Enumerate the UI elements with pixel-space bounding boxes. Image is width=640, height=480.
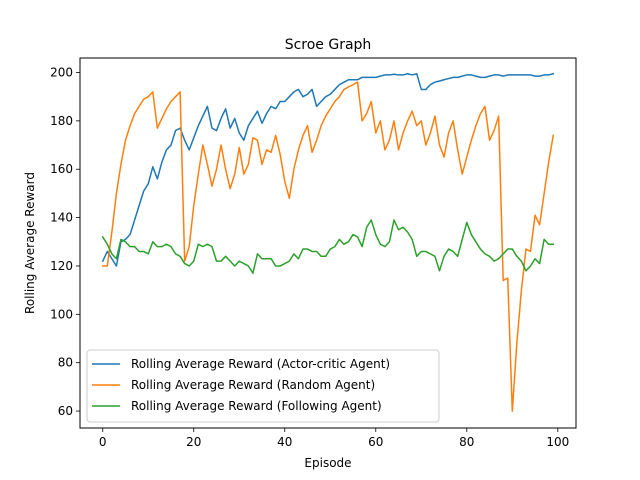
y-tick-label: 100 — [50, 307, 73, 321]
y-tick-label: 120 — [50, 259, 73, 273]
y-tick-label: 200 — [50, 66, 73, 80]
x-tick-label: 100 — [546, 435, 569, 449]
legend-box — [86, 349, 440, 423]
y-tick-label: 180 — [50, 114, 73, 128]
x-tick-label: 40 — [277, 435, 292, 449]
series-line-1 — [102, 81, 555, 412]
x-tick-label: 20 — [186, 435, 201, 449]
x-axis-label: Episode — [304, 456, 351, 470]
legend: Rolling Average Reward (Actor-critic Age… — [86, 349, 440, 423]
y-axis-label: Rolling Average Reward — [23, 172, 37, 314]
legend-entry-1: Rolling Average Reward (Random Agent) — [131, 378, 375, 392]
x-axis: 0 20 40 60 80 100 — [99, 428, 569, 449]
series-layer — [101, 72, 555, 412]
x-tick-label: 80 — [459, 435, 474, 449]
series-line-0 — [101, 72, 555, 267]
y-tick-label: 80 — [58, 356, 73, 370]
x-tick-label: 60 — [368, 435, 383, 449]
y-axis: 60 80 100 120 140 160 180 200 — [50, 66, 80, 418]
y-tick-label: 160 — [50, 162, 73, 176]
x-tick-label: 0 — [99, 435, 107, 449]
legend-entry-0: Rolling Average Reward (Actor-critic Age… — [131, 357, 390, 371]
series-line-2 — [101, 219, 554, 274]
legend-entry-2: Rolling Average Reward (Following Agent) — [131, 399, 382, 413]
plot-frame — [79, 57, 577, 429]
chart-title: Scroe Graph — [285, 37, 372, 53]
y-tick-label: 140 — [50, 211, 73, 225]
y-tick-label: 60 — [58, 404, 73, 418]
